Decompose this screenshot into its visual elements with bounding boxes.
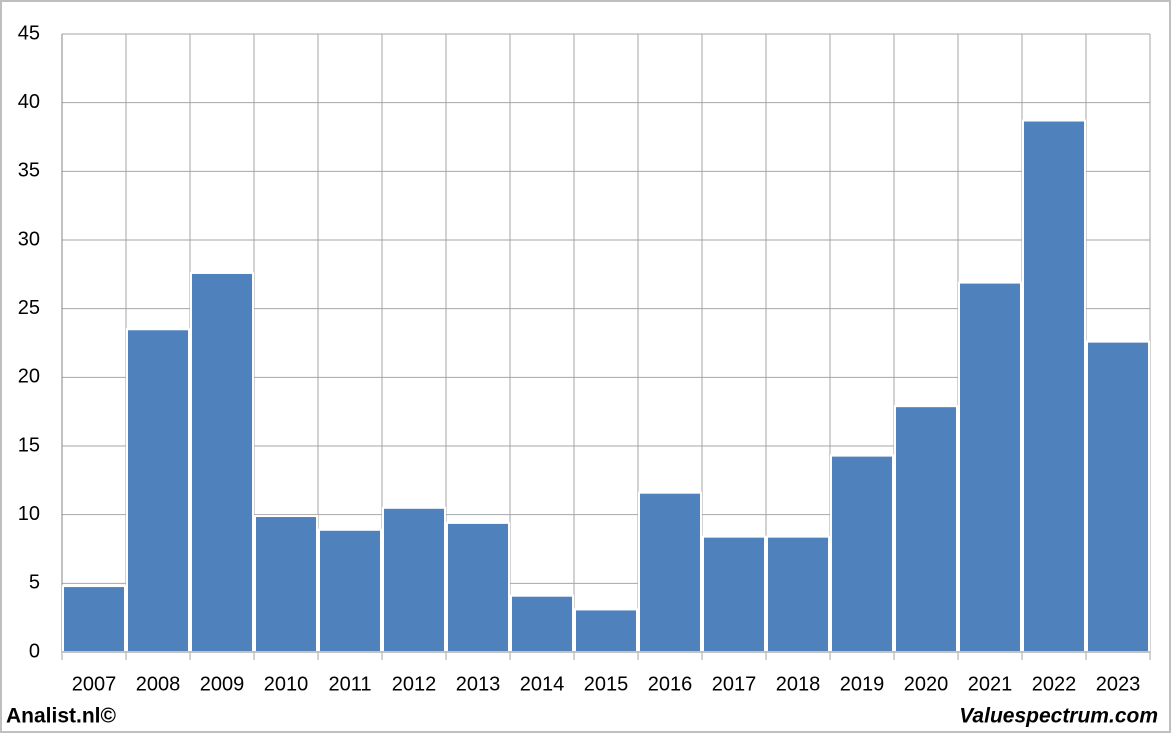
y-tick-label: 15: [18, 434, 40, 456]
x-tick-label: 2018: [776, 673, 821, 695]
y-tick-label: 40: [18, 91, 40, 113]
y-tick-label: 5: [29, 572, 40, 594]
y-tick-label: 45: [18, 22, 40, 44]
x-tick-label: 2013: [456, 673, 501, 695]
bar: [1022, 119, 1086, 653]
bar: [894, 405, 958, 653]
x-tick-label: 2017: [712, 673, 757, 695]
credit-right: Valuespectrum.com: [959, 705, 1158, 728]
x-tick-label: 2015: [584, 673, 629, 695]
bar: [574, 608, 638, 654]
bar: [830, 454, 894, 654]
x-tick-label: 2011: [328, 673, 371, 695]
bar: [62, 585, 126, 654]
x-tick-label: 2021: [968, 673, 1013, 695]
bar: [510, 594, 574, 654]
bar: [254, 515, 318, 653]
bar: [766, 535, 830, 654]
x-tick-label: 2007: [72, 673, 117, 695]
x-tick-label: 2019: [840, 673, 885, 695]
bar: [638, 491, 702, 653]
x-tick-label: 2010: [264, 673, 309, 695]
x-tick-label: 2022: [1032, 673, 1077, 695]
bar: [190, 271, 254, 653]
bar: [958, 281, 1022, 653]
x-tick-label: 2016: [648, 673, 693, 695]
x-tick-label: 2008: [136, 673, 181, 695]
y-tick-label: 20: [18, 366, 40, 388]
bar: [446, 521, 510, 654]
x-tick-label: 2020: [904, 673, 949, 695]
x-tick-label: 2014: [520, 673, 565, 695]
bar: [318, 528, 382, 653]
x-tick-label: 2009: [200, 673, 245, 695]
credit-left: Analist.nl©: [6, 705, 117, 728]
x-tick-label: 2023: [1096, 673, 1141, 695]
y-tick-label: 30: [18, 228, 40, 250]
y-tick-label: 0: [29, 640, 40, 662]
y-tick-label: 35: [18, 160, 40, 182]
y-tick-label: 25: [18, 297, 40, 319]
y-tick-label: 10: [18, 503, 40, 525]
bar: [1086, 340, 1150, 653]
x-tick-label: 2012: [392, 673, 437, 695]
bar: [702, 535, 766, 654]
bar: [126, 328, 190, 653]
bar: [382, 506, 446, 653]
